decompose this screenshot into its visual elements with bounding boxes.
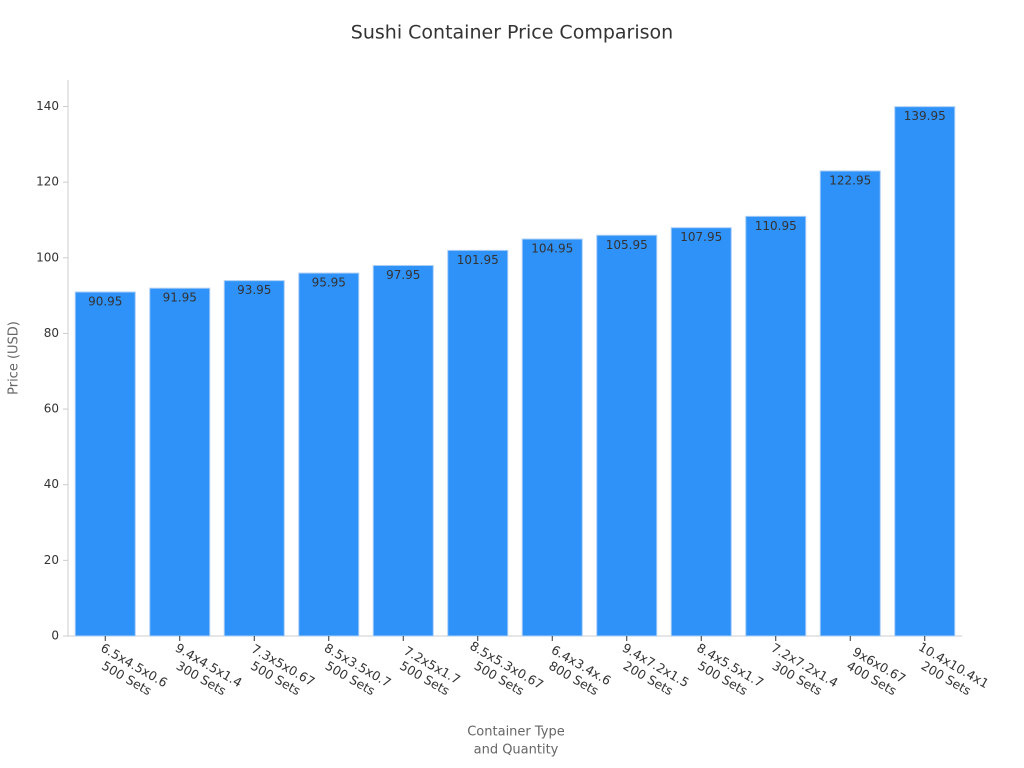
y-tick-label: 0: [51, 629, 59, 643]
y-tick-label: 40: [44, 477, 59, 491]
value-label: 110.95: [755, 219, 797, 233]
value-label: 139.95: [904, 109, 946, 123]
value-label: 104.95: [531, 242, 573, 256]
value-label: 122.95: [829, 173, 871, 187]
chart-title: Sushi Container Price Comparison: [351, 22, 673, 44]
value-label: 95.95: [312, 276, 346, 290]
value-label: 90.95: [88, 294, 122, 308]
y-axis-label: Price (USD): [7, 321, 22, 395]
value-label: 91.95: [163, 291, 197, 305]
bar: [670, 227, 732, 637]
bar: [298, 272, 360, 637]
bar: [745, 215, 807, 637]
y-tick-label: 60: [44, 402, 59, 416]
y-tick-label: 20: [44, 553, 59, 567]
bar: [596, 234, 658, 637]
bar: [894, 106, 956, 637]
y-tick-label: 100: [36, 250, 59, 264]
y-tick-label: 140: [36, 99, 59, 113]
y-tick-label: 120: [36, 175, 59, 189]
bar: [521, 238, 583, 637]
bar: [223, 280, 285, 637]
value-label: 93.95: [237, 283, 271, 297]
value-label: 105.95: [606, 238, 648, 252]
x-axis-label: and Quantity: [474, 743, 559, 758]
bar: [819, 170, 881, 637]
y-tick-label: 80: [44, 326, 59, 340]
bar: [74, 291, 136, 637]
value-label: 107.95: [680, 230, 722, 244]
bar: [447, 249, 509, 637]
value-label: 101.95: [457, 253, 499, 267]
x-axis-label: Container Type: [467, 725, 565, 740]
bar: [372, 265, 434, 637]
value-label: 97.95: [386, 268, 420, 282]
bar: [149, 287, 211, 637]
